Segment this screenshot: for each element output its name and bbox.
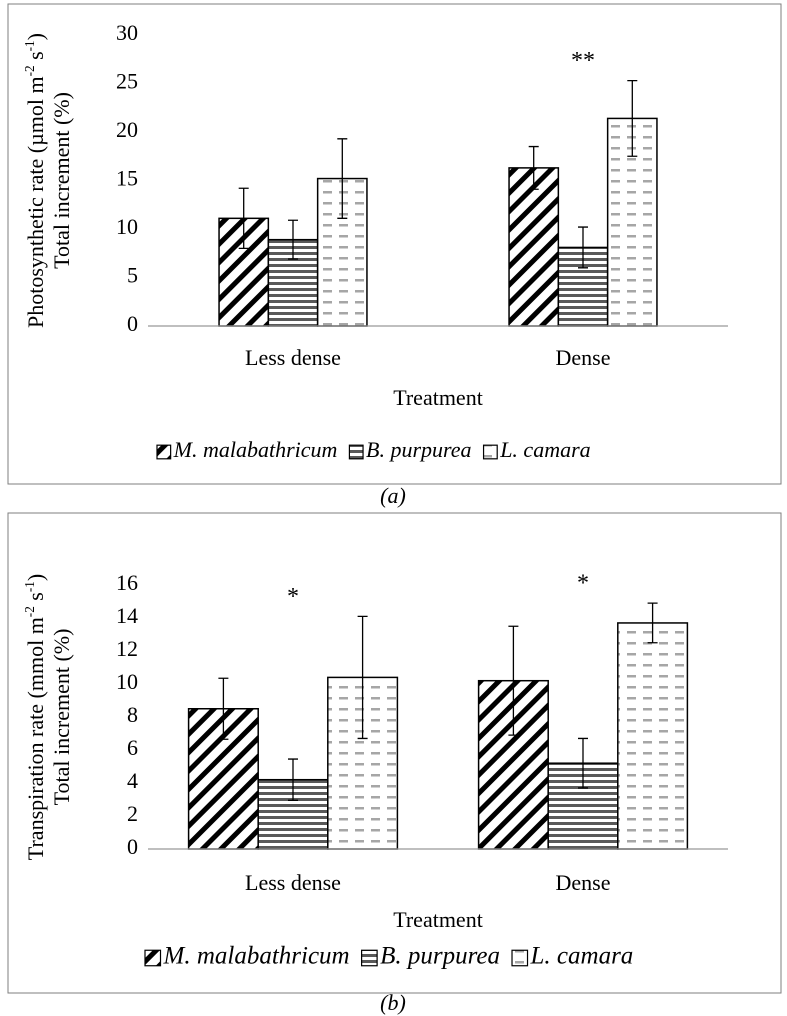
- legend-swatch: [482, 444, 498, 460]
- legend-label: M. malabathricum: [173, 437, 338, 462]
- legend-label: L. camara: [499, 437, 590, 462]
- error-bar: [647, 602, 658, 644]
- error-bar: [337, 138, 348, 219]
- y-axis-label: Photosynthetic rate (µmol m-2 s-1): [22, 33, 49, 328]
- y-axis-label-part: Photosynthetic rate (µmol m: [23, 76, 48, 328]
- y-axis-label: Total increment (%): [49, 92, 74, 269]
- x-tick-label: Less dense: [245, 345, 341, 370]
- y-axis-label-part: ): [23, 574, 48, 581]
- y-axis-label: Transpiration rate (mmol m-2 s-1): [22, 574, 49, 860]
- error-bar: [288, 758, 298, 801]
- x-axis-label: Treatment: [393, 907, 483, 932]
- legend-label: B. purpurea: [366, 437, 472, 462]
- significance-marker: **: [571, 48, 595, 74]
- significance-marker: *: [577, 571, 589, 597]
- y-axis-label-part: Total increment (%): [49, 629, 74, 806]
- error-bar: [578, 737, 588, 789]
- legend-label: M. malabathricum: [163, 943, 350, 970]
- y-tick-label: 10: [116, 214, 138, 239]
- y-tick-label: 10: [116, 669, 138, 694]
- y-tick-label: 2: [127, 801, 138, 826]
- y-tick-label: 14: [116, 603, 138, 628]
- x-tick-label: Less dense: [245, 870, 341, 895]
- bar: [508, 167, 560, 327]
- error-bar: [627, 79, 638, 157]
- y-tick-label: 12: [116, 636, 138, 661]
- y-axis-label-part: -2: [22, 65, 37, 76]
- legend-swatch: [511, 949, 529, 967]
- y-tick-label: 0: [127, 834, 138, 859]
- y-axis-label-part: s: [23, 51, 48, 65]
- y-tick-label: 16: [116, 570, 138, 595]
- y-tick-label: 5: [127, 263, 138, 288]
- y-tick-label: 6: [127, 735, 138, 760]
- y-tick-label: 4: [127, 768, 138, 793]
- y-axis-label-part: -1: [22, 581, 37, 592]
- error-bar: [357, 615, 368, 740]
- error-bar: [508, 625, 519, 736]
- error-bar: [288, 219, 298, 260]
- legend-swatch: [156, 444, 172, 460]
- error-bar: [578, 226, 588, 269]
- y-axis-label-part: Transpiration rate (mmol m: [23, 617, 48, 860]
- y-axis-label-part: ): [23, 33, 48, 40]
- error-bar: [238, 187, 249, 250]
- y-tick-label: 0: [127, 311, 138, 336]
- error-bar: [528, 145, 539, 190]
- y-axis-label-part: -2: [22, 606, 37, 617]
- y-axis-label-part: Total increment (%): [49, 92, 74, 269]
- x-axis-label: Treatment: [393, 385, 483, 410]
- legend-swatch: [348, 444, 364, 460]
- panel-caption: (b): [380, 990, 406, 1015]
- y-tick-label: 25: [116, 69, 138, 94]
- y-tick-label: 15: [116, 166, 138, 191]
- x-tick-label: Dense: [556, 870, 611, 895]
- y-axis-label: Total increment (%): [49, 629, 74, 806]
- bar: [547, 762, 619, 850]
- x-tick-label: Dense: [556, 345, 611, 370]
- y-axis-label-part: s: [23, 592, 48, 606]
- y-tick-label: 30: [116, 20, 138, 45]
- y-tick-label: 20: [116, 117, 138, 142]
- legend-label: L. camara: [530, 943, 634, 970]
- panel-caption: (a): [380, 483, 406, 508]
- legend-swatch: [361, 949, 378, 967]
- legend-swatch: [144, 949, 162, 967]
- significance-marker: *: [287, 584, 299, 610]
- bar: [617, 622, 689, 850]
- legend-label: B. purpurea: [380, 943, 500, 970]
- error-bar: [218, 677, 229, 740]
- y-axis-label-part: -1: [22, 40, 37, 51]
- y-tick-label: 8: [127, 702, 138, 727]
